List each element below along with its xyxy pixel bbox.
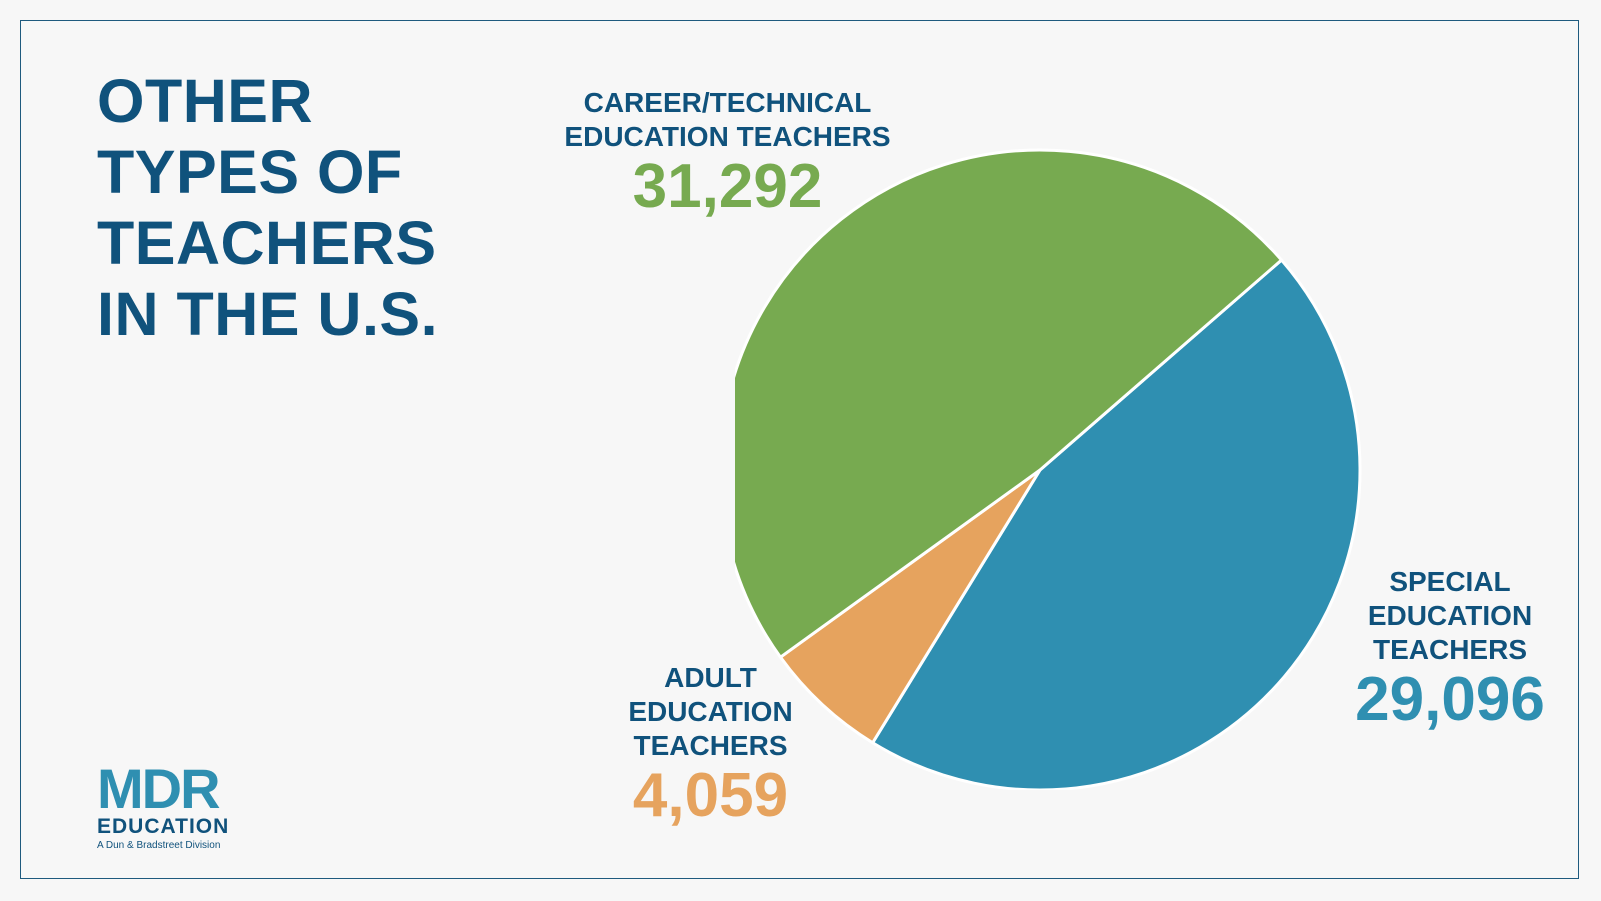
slice-label-special-education: SPECIAL EDUCATION TEACHERS 29,096	[1335, 565, 1565, 733]
title-line-3: TEACHERS	[97, 209, 437, 277]
title-line-1: OTHER	[97, 67, 313, 135]
category-label-line: EDUCATION	[1367, 600, 1533, 631]
category-label-line: SPECIAL	[1389, 566, 1511, 597]
slice-label-adult-education: ADULT EDUCATION TEACHERS 4,059	[598, 661, 823, 829]
pie-slice-special-education	[871, 258, 1362, 790]
category-label-line: ADULT	[664, 662, 757, 693]
category-label-line: EDUCATION TEACHERS	[564, 121, 891, 152]
logo-mark: MDR	[97, 757, 221, 820]
data-label-value: 29,096	[1355, 665, 1545, 734]
category-label: SPECIAL EDUCATION TEACHERS	[1335, 565, 1565, 667]
data-label-value: 4,059	[632, 761, 789, 830]
category-label-line: EDUCATION	[628, 696, 793, 727]
data-label-value: 31,292	[632, 152, 823, 221]
logo-tagline: A Dun & Bradstreet Division	[97, 840, 221, 851]
pie-slice-career-technical	[735, 148, 1284, 659]
title-line-4: IN THE U.S.	[97, 280, 439, 348]
category-label: CAREER/TECHNICAL EDUCATION TEACHERS	[545, 86, 910, 154]
category-label: ADULT EDUCATION TEACHERS	[598, 661, 823, 763]
category-label-line: TEACHERS	[633, 730, 788, 761]
slice-label-career-technical: CAREER/TECHNICAL EDUCATION TEACHERS 31,2…	[545, 86, 910, 220]
chart-title: OTHER TYPES OF TEACHERS IN THE U.S.	[97, 66, 497, 350]
pie-chart	[735, 148, 1362, 790]
mdr-education-logo: MDR EDUCATION A Dun & Bradstreet Divisio…	[97, 757, 247, 853]
category-label-line: CAREER/TECHNICAL	[583, 87, 872, 118]
category-label-line: TEACHERS	[1372, 634, 1527, 665]
title-line-2: TYPES OF	[97, 138, 403, 206]
logo-name: EDUCATION	[97, 815, 230, 838]
pie-slice-adult-education	[778, 468, 1042, 745]
